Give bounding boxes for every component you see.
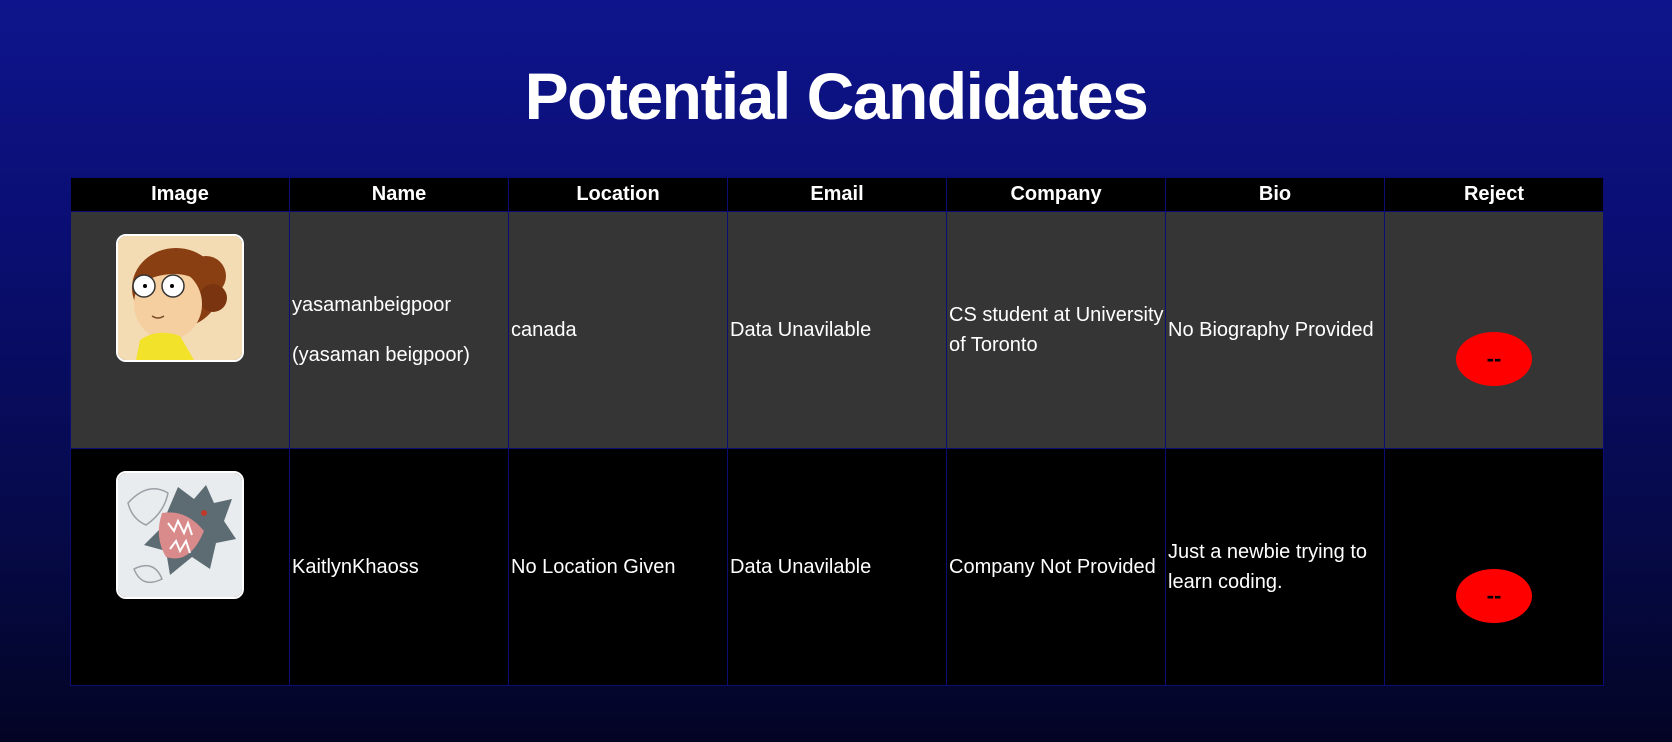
name-cell: KaitlynKhaoss bbox=[289, 448, 509, 686]
email-cell: Data Unavilable bbox=[727, 448, 947, 686]
header-bio: Bio bbox=[1165, 177, 1385, 212]
full-name: (yasaman beigpoor) bbox=[292, 344, 470, 366]
candidates-table-container: Image Name Location Email Company Bio Re… bbox=[70, 177, 1604, 686]
reject-button[interactable]: -- bbox=[1456, 332, 1532, 386]
company-cell: Company Not Provided bbox=[946, 448, 1166, 686]
table-row: KaitlynKhaoss No Location Given Data Una… bbox=[70, 448, 1604, 686]
cartoon-girl-avatar-icon bbox=[116, 234, 244, 362]
image-cell bbox=[70, 448, 290, 686]
header-email: Email bbox=[727, 177, 947, 212]
table-header-row: Image Name Location Email Company Bio Re… bbox=[70, 177, 1604, 212]
page-title: Potential Candidates bbox=[524, 59, 1149, 133]
location-cell: No Location Given bbox=[508, 448, 728, 686]
reject-button[interactable]: -- bbox=[1456, 569, 1532, 623]
header-company: Company bbox=[946, 177, 1166, 212]
bio-cell: Just a newbie trying to learn coding. bbox=[1165, 448, 1385, 686]
header-image: Image bbox=[70, 177, 290, 212]
table-row: yasamanbeigpoor (yasaman beigpoor) canad… bbox=[70, 211, 1604, 449]
candidates-table: Image Name Location Email Company Bio Re… bbox=[70, 177, 1604, 686]
email-cell: Data Unavilable bbox=[727, 211, 947, 449]
username: yasamanbeigpoor bbox=[292, 294, 451, 316]
reject-cell: -- bbox=[1384, 448, 1604, 686]
image-cell bbox=[70, 211, 290, 449]
location-cell: canada bbox=[508, 211, 728, 449]
name-cell: yasamanbeigpoor (yasaman beigpoor) bbox=[289, 211, 509, 449]
bio-cell: No Biography Provided bbox=[1165, 211, 1385, 449]
header-name: Name bbox=[289, 177, 509, 212]
username: KaitlynKhaoss bbox=[292, 556, 419, 578]
sketch-creature-avatar-icon bbox=[116, 471, 244, 599]
reject-cell: -- bbox=[1384, 211, 1604, 449]
company-cell: CS student at University of Toronto bbox=[946, 211, 1166, 449]
header-location: Location bbox=[508, 177, 728, 212]
header-reject: Reject bbox=[1384, 177, 1604, 212]
